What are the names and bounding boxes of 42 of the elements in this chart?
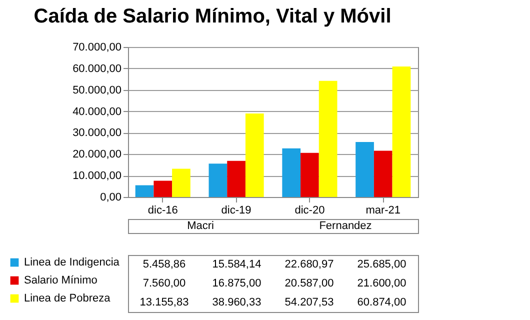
bar [135, 185, 154, 197]
y-tick-label: 70.000,00 [72, 42, 122, 54]
y-tick-label: 20.000,00 [72, 148, 122, 161]
data-label: 5.458,86 [142, 258, 186, 270]
bar [172, 168, 190, 197]
data-label: 21.600,00 [357, 278, 406, 290]
x-tick-label: dic-19 [221, 204, 252, 216]
y-tick-label: 0,00 [100, 192, 122, 204]
data-label: 60.874,00 [357, 296, 406, 308]
y-tick-label: 60.000,00 [72, 62, 122, 75]
bar [282, 148, 301, 197]
bar [318, 80, 338, 197]
data-label: 38.960,33 [212, 296, 262, 308]
data-label: 25.685,00 [357, 258, 406, 270]
data-label: 16.875,00 [212, 278, 262, 290]
bar [154, 180, 172, 197]
text: Fernandez [319, 220, 372, 232]
chart-title: Caída de Salario Mínimo, Vital y Móvil [34, 6, 392, 28]
x-tick-label: mar-21 [366, 204, 401, 216]
bar [227, 160, 246, 197]
bar [208, 164, 228, 197]
data-label: 22.680,97 [284, 258, 334, 270]
legend-label: Linea de Indigencia [24, 256, 120, 268]
y-tick-label: 30.000,00 [72, 127, 122, 140]
data-label: 54.207,53 [284, 296, 334, 308]
legend-label: Salario Mínimo [24, 274, 98, 286]
x-tick-label: dic-20 [294, 204, 325, 216]
data-label: 13.155,83 [140, 296, 189, 308]
y-tick-label: 10.000,00 [72, 170, 122, 182]
x-tick-label: dic-16 [148, 204, 178, 216]
legend-label: Linea de Pobreza [24, 292, 112, 304]
data-label: 20.587,00 [284, 278, 334, 290]
bar [392, 66, 411, 197]
data-label: 15.584,14 [212, 258, 262, 270]
bar [245, 114, 264, 197]
bar [374, 150, 392, 197]
y-tick-label: 50.000,00 [72, 84, 122, 96]
bar [356, 142, 374, 197]
data-label: 7.560,00 [142, 278, 186, 290]
bar [300, 152, 319, 197]
text: Macri [187, 220, 214, 232]
y-tick-label: 40.000,00 [72, 106, 122, 118]
